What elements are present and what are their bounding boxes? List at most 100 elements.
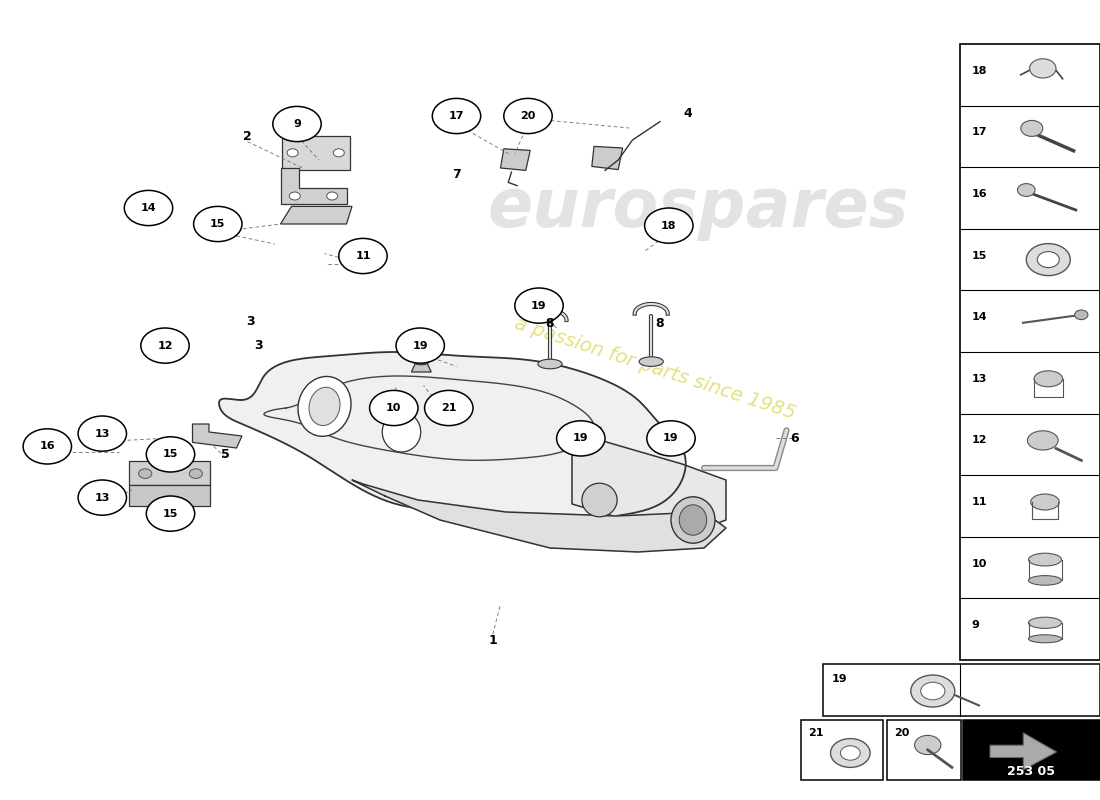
Polygon shape — [500, 149, 530, 170]
Circle shape — [327, 192, 338, 200]
Circle shape — [194, 206, 242, 242]
Text: 15: 15 — [163, 450, 178, 459]
Circle shape — [645, 208, 693, 243]
Bar — [960, 44, 1100, 660]
Text: a passion for parts since 1985: a passion for parts since 1985 — [512, 314, 798, 422]
Circle shape — [557, 421, 605, 456]
Text: 14: 14 — [141, 203, 156, 213]
Text: 15: 15 — [971, 250, 987, 261]
Text: 20: 20 — [520, 111, 536, 121]
Text: 1: 1 — [488, 634, 497, 646]
Text: 10: 10 — [971, 558, 987, 569]
Text: 14: 14 — [971, 312, 987, 322]
Ellipse shape — [1028, 618, 1062, 629]
Circle shape — [23, 429, 72, 464]
Circle shape — [370, 390, 418, 426]
Circle shape — [1037, 251, 1059, 267]
Circle shape — [141, 328, 189, 363]
Text: 15: 15 — [210, 219, 225, 229]
Text: 5: 5 — [221, 448, 230, 461]
Circle shape — [189, 469, 202, 478]
Text: 20: 20 — [894, 728, 910, 738]
Circle shape — [146, 437, 195, 472]
Ellipse shape — [680, 505, 706, 535]
Polygon shape — [280, 206, 352, 224]
Polygon shape — [352, 480, 726, 552]
Text: 19: 19 — [573, 434, 588, 443]
Text: 19: 19 — [832, 674, 847, 683]
Polygon shape — [990, 733, 1056, 770]
Circle shape — [515, 288, 563, 323]
Circle shape — [289, 192, 300, 200]
Text: 9: 9 — [293, 119, 301, 129]
Text: 18: 18 — [661, 221, 676, 230]
Circle shape — [1026, 243, 1070, 275]
Circle shape — [830, 738, 870, 767]
Circle shape — [273, 106, 321, 142]
Text: 16: 16 — [971, 189, 987, 199]
FancyBboxPatch shape — [129, 461, 210, 485]
Text: 19: 19 — [531, 301, 547, 310]
Circle shape — [1075, 310, 1088, 320]
Polygon shape — [572, 432, 726, 536]
Circle shape — [911, 675, 955, 707]
Text: 253 05: 253 05 — [1008, 765, 1055, 778]
Circle shape — [139, 469, 152, 478]
Text: 19: 19 — [663, 434, 679, 443]
Text: 8: 8 — [656, 317, 664, 330]
Polygon shape — [192, 424, 242, 448]
Ellipse shape — [414, 358, 429, 365]
Ellipse shape — [1018, 184, 1035, 196]
Ellipse shape — [1028, 554, 1062, 566]
Text: 2: 2 — [243, 130, 252, 142]
Ellipse shape — [582, 483, 617, 517]
Circle shape — [333, 149, 344, 157]
Text: 11: 11 — [355, 251, 371, 261]
Ellipse shape — [1028, 576, 1062, 586]
Polygon shape — [411, 362, 431, 372]
FancyBboxPatch shape — [282, 136, 350, 170]
Circle shape — [78, 480, 126, 515]
Bar — [801, 720, 883, 780]
Circle shape — [146, 496, 195, 531]
Circle shape — [504, 98, 552, 134]
Text: 15: 15 — [163, 509, 178, 518]
Circle shape — [1030, 58, 1056, 78]
Circle shape — [921, 682, 945, 700]
Text: 13: 13 — [95, 493, 110, 502]
Ellipse shape — [1027, 431, 1058, 450]
Circle shape — [840, 746, 860, 760]
Ellipse shape — [1034, 370, 1063, 387]
Bar — [962, 720, 1100, 780]
Text: 7: 7 — [452, 168, 461, 181]
FancyBboxPatch shape — [129, 485, 210, 506]
Text: 16: 16 — [40, 442, 55, 451]
Text: 3: 3 — [254, 339, 263, 352]
Text: 4: 4 — [683, 107, 692, 120]
Text: 21: 21 — [808, 728, 824, 738]
Ellipse shape — [1031, 494, 1059, 510]
Circle shape — [287, 149, 298, 157]
Bar — [823, 664, 1100, 716]
Text: 8: 8 — [546, 317, 554, 330]
Text: 10: 10 — [386, 403, 402, 413]
Circle shape — [1021, 121, 1043, 137]
Ellipse shape — [538, 359, 562, 369]
Text: 19: 19 — [412, 341, 428, 350]
Polygon shape — [219, 352, 685, 520]
Ellipse shape — [639, 357, 663, 366]
Bar — [887, 720, 961, 780]
Circle shape — [425, 390, 473, 426]
Text: 21: 21 — [441, 403, 456, 413]
Ellipse shape — [298, 377, 351, 436]
Circle shape — [124, 190, 173, 226]
Circle shape — [432, 98, 481, 134]
Text: 17: 17 — [449, 111, 464, 121]
Text: 12: 12 — [157, 341, 173, 350]
Text: 3: 3 — [246, 315, 255, 328]
Circle shape — [78, 416, 126, 451]
Polygon shape — [592, 146, 623, 170]
Text: 6: 6 — [790, 432, 799, 445]
Ellipse shape — [383, 412, 420, 452]
Ellipse shape — [1028, 635, 1062, 643]
